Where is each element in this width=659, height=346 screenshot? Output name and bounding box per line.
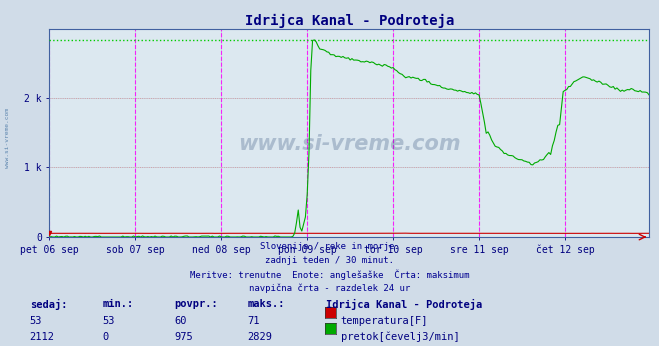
Text: temperatura[F]: temperatura[F] — [341, 316, 428, 326]
Text: 53: 53 — [30, 316, 42, 326]
Text: Idrijca Kanal - Podroteja: Idrijca Kanal - Podroteja — [326, 299, 482, 310]
Text: www.si-vreme.com: www.si-vreme.com — [238, 134, 461, 154]
Text: sedaj:: sedaj: — [30, 299, 67, 310]
Text: www.si-vreme.com: www.si-vreme.com — [5, 108, 11, 169]
Title: Idrijca Kanal - Podroteja: Idrijca Kanal - Podroteja — [244, 14, 454, 28]
Text: navpična črta - razdelek 24 ur: navpična črta - razdelek 24 ur — [249, 284, 410, 293]
Text: 71: 71 — [247, 316, 260, 326]
Text: 0: 0 — [102, 332, 108, 342]
Text: min.:: min.: — [102, 299, 133, 309]
Text: pretok[čevelj3/min]: pretok[čevelj3/min] — [341, 332, 459, 342]
Text: 2112: 2112 — [30, 332, 55, 342]
Text: 53: 53 — [102, 316, 115, 326]
Text: povpr.:: povpr.: — [175, 299, 218, 309]
Text: 975: 975 — [175, 332, 193, 342]
Text: Slovenija / reke in morje.: Slovenija / reke in morje. — [260, 242, 399, 251]
Text: 2829: 2829 — [247, 332, 272, 342]
Text: 60: 60 — [175, 316, 187, 326]
Text: maks.:: maks.: — [247, 299, 285, 309]
Text: zadnji teden / 30 minut.: zadnji teden / 30 minut. — [265, 256, 394, 265]
Text: Meritve: trenutne  Enote: anglešaške  Črta: maksimum: Meritve: trenutne Enote: anglešaške Črta… — [190, 270, 469, 280]
